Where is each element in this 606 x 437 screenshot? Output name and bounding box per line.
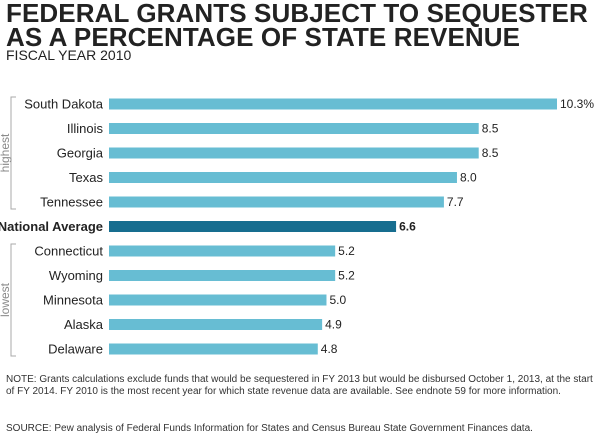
bar <box>109 294 327 306</box>
bar <box>109 98 557 110</box>
value-label: 7.7 <box>447 195 464 209</box>
category-label: Alaska <box>64 317 104 332</box>
chart-title: FEDERAL GRANTS SUBJECT TO SEQUESTER AS A… <box>6 0 602 52</box>
category-label: National Average <box>0 219 103 234</box>
chart-note: NOTE: Grants calculations exclude funds … <box>6 374 593 397</box>
bar <box>109 319 323 330</box>
group-bracket <box>10 243 16 357</box>
value-label: 5.0 <box>329 293 346 307</box>
bar <box>109 172 457 183</box>
value-label: 8.0 <box>460 171 477 185</box>
value-label: 10.3% <box>560 97 594 111</box>
chart-title-line-2: AS A PERCENTAGE OF STATE REVENUE <box>6 22 521 52</box>
value-label: 4.8 <box>321 342 338 356</box>
bar <box>109 196 444 208</box>
value-label: 8.5 <box>482 122 499 136</box>
category-label: Texas <box>69 170 103 185</box>
chart-subtitle: FISCAL YEAR 2010 <box>6 47 132 63</box>
bar <box>109 221 397 232</box>
category-label: South Dakota <box>24 97 104 112</box>
value-label: 6.6 <box>399 220 416 234</box>
chart-source: SOURCE: Pew analysis of Federal Funds In… <box>6 423 533 434</box>
category-label: Minnesota <box>43 293 104 308</box>
chart-title-line-1: FEDERAL GRANTS SUBJECT TO SEQUESTER <box>6 0 588 28</box>
value-label: 5.2 <box>338 269 355 283</box>
category-label: Connecticut <box>34 244 103 259</box>
group-label: lowest <box>0 282 12 317</box>
group-bracket <box>10 96 16 210</box>
category-label: Delaware <box>48 342 103 357</box>
bar <box>109 147 479 159</box>
category-label: Georgia <box>57 146 104 161</box>
value-label: 8.5 <box>482 146 499 160</box>
category-label: Illinois <box>67 121 104 136</box>
value-label: 5.2 <box>338 244 355 258</box>
category-label: Wyoming <box>49 268 103 283</box>
category-label: Tennessee <box>40 195 103 210</box>
bar <box>109 123 479 134</box>
bar <box>109 270 336 281</box>
bar-chart: highest lowest South Dakota 10.3% Illinois 8.… <box>0 96 594 357</box>
bar <box>109 245 336 257</box>
bar <box>109 343 318 355</box>
group-label: highest <box>0 133 12 172</box>
value-label: 4.9 <box>325 318 342 332</box>
